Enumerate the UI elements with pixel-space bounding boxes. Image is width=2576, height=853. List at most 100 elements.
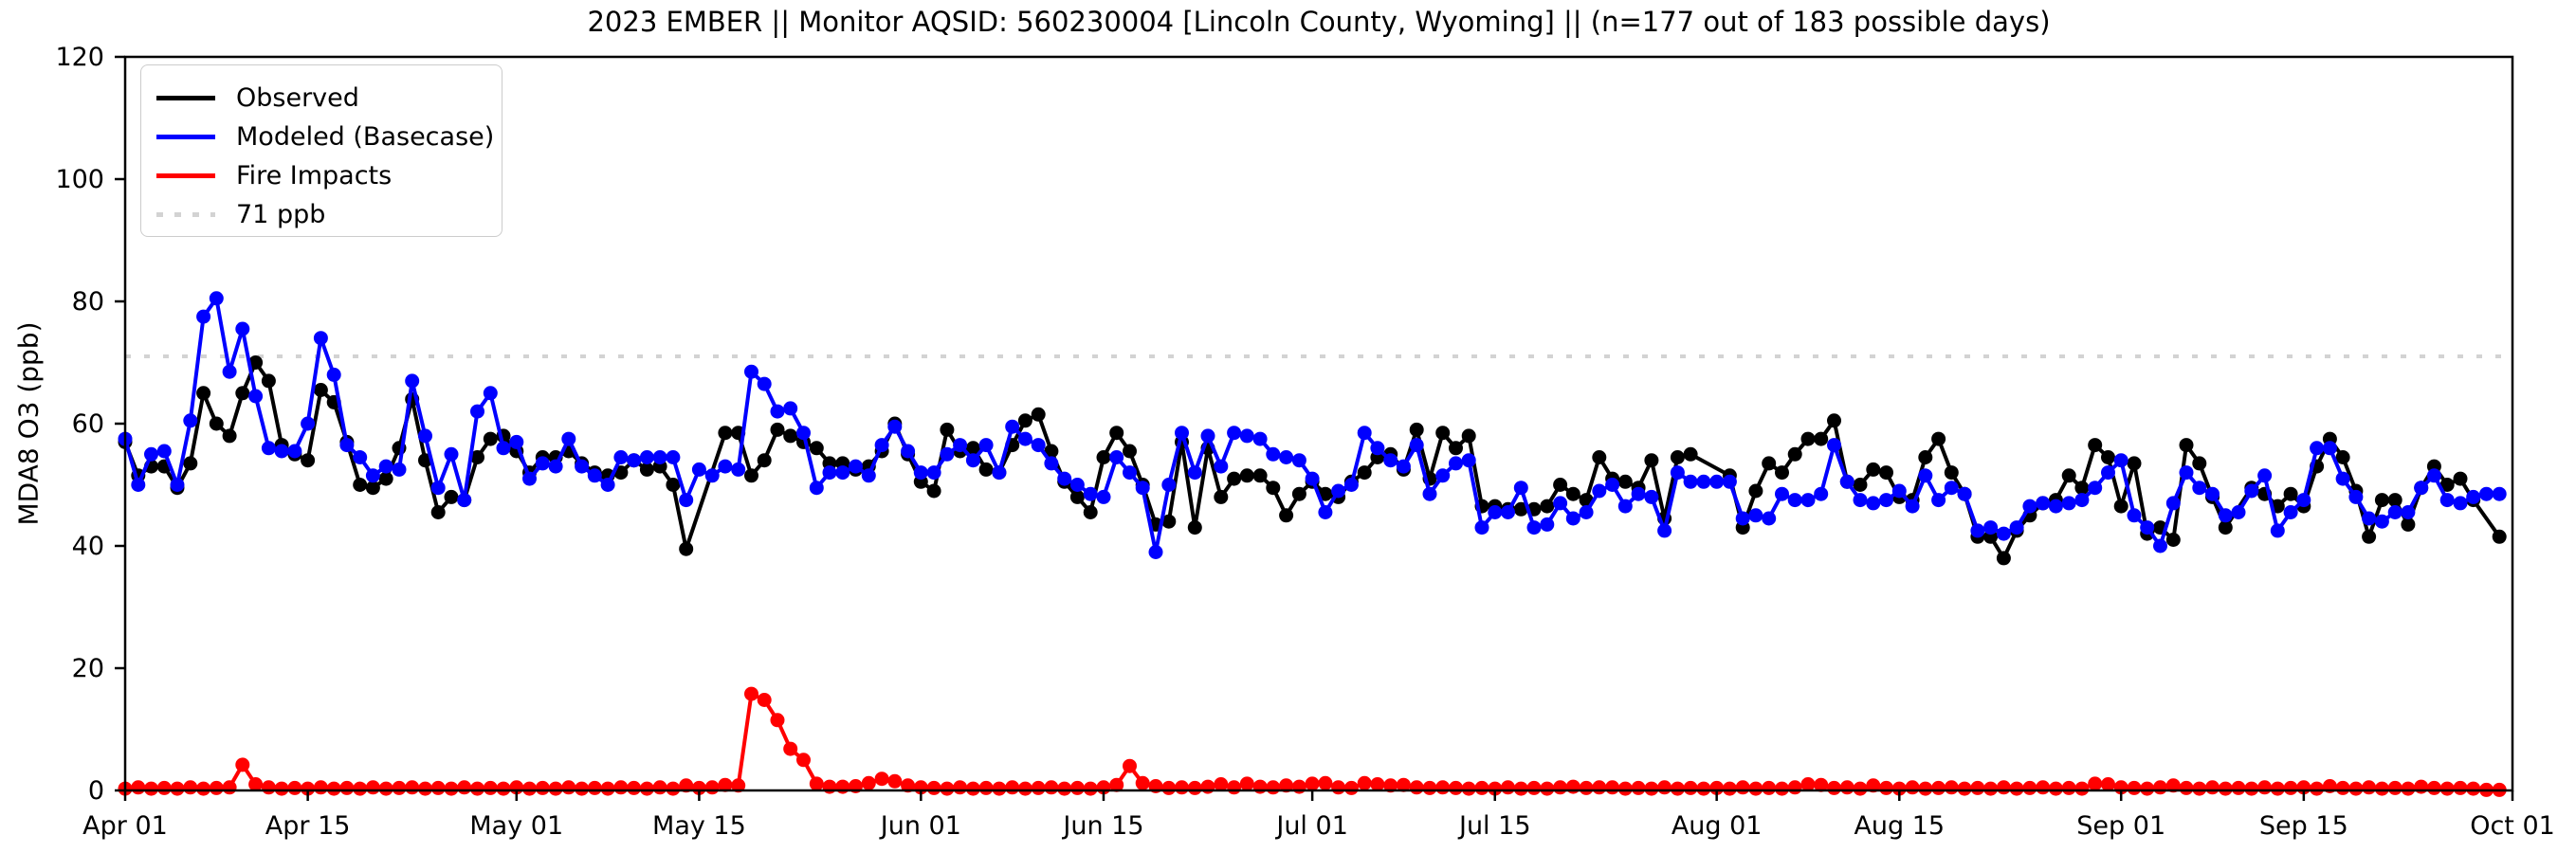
data-point xyxy=(2439,493,2455,508)
data-point xyxy=(1187,520,1202,535)
y-tick-label: 80 xyxy=(72,287,104,317)
data-point xyxy=(2362,780,2377,795)
data-point xyxy=(1775,465,1789,481)
data-point xyxy=(2362,529,2377,544)
data-point xyxy=(2022,499,2037,514)
data-point xyxy=(1057,471,1072,486)
data-point xyxy=(1762,780,1777,795)
data-point xyxy=(1266,780,1281,795)
data-point xyxy=(1474,780,1489,795)
data-point xyxy=(704,468,720,483)
data-point xyxy=(1670,781,1685,796)
data-point xyxy=(287,444,302,459)
data-point xyxy=(1891,483,1907,499)
data-point xyxy=(2322,441,2337,456)
data-point xyxy=(809,776,824,791)
data-point xyxy=(575,781,590,796)
data-point xyxy=(2192,481,2207,496)
data-point xyxy=(2270,523,2285,538)
data-point xyxy=(1435,426,1451,441)
data-point xyxy=(2165,533,2181,547)
data-point xyxy=(353,478,368,492)
data-point xyxy=(1031,438,1046,453)
data-point xyxy=(2061,496,2076,511)
data-point xyxy=(1631,780,1646,795)
data-point xyxy=(496,441,511,456)
data-point xyxy=(2426,468,2441,483)
data-point xyxy=(156,444,172,459)
data-point xyxy=(1252,431,1268,446)
x-tick-label: Aug 15 xyxy=(1854,811,1945,841)
data-point xyxy=(1670,465,1685,481)
data-point xyxy=(1592,780,1607,795)
data-point xyxy=(248,355,264,370)
data-point xyxy=(313,331,328,346)
y-tick-label: 60 xyxy=(72,409,104,439)
x-tick-label: Jun 01 xyxy=(879,811,961,841)
data-point xyxy=(1644,489,1659,504)
data-point xyxy=(1800,493,1816,508)
data-point xyxy=(1488,505,1503,519)
data-point xyxy=(1239,776,1254,791)
data-point xyxy=(2036,496,2051,511)
data-point xyxy=(2401,517,2416,532)
data-point xyxy=(326,367,341,382)
x-tick-label: Oct 01 xyxy=(2470,811,2555,841)
data-point xyxy=(1565,511,1580,526)
data-point xyxy=(1631,486,1646,501)
data-point xyxy=(757,453,772,468)
data-point xyxy=(365,780,380,795)
data-point xyxy=(548,781,563,796)
data-point xyxy=(405,373,420,389)
data-point xyxy=(796,753,811,768)
data-point xyxy=(1057,781,1072,796)
data-point xyxy=(2088,776,2103,791)
data-point xyxy=(1449,441,1463,456)
data-point xyxy=(457,780,472,795)
data-point xyxy=(1762,511,1777,526)
data-point xyxy=(1814,486,1829,501)
data-point xyxy=(2061,780,2076,795)
data-point xyxy=(1279,450,1294,464)
data-point xyxy=(2244,781,2259,796)
data-point xyxy=(1853,781,1868,796)
data-point xyxy=(2231,505,2246,519)
data-point xyxy=(1827,780,1841,795)
data-point xyxy=(2374,493,2389,508)
data-point xyxy=(1735,511,1750,526)
y-tick-label: 0 xyxy=(88,776,104,806)
data-point xyxy=(2374,514,2389,529)
data-point xyxy=(666,781,681,796)
legend-box: Observed Modeled (Basecase) Fire Impacts… xyxy=(140,64,502,237)
data-point xyxy=(1449,780,1463,795)
data-point xyxy=(1044,780,1059,795)
data-point xyxy=(613,450,629,464)
data-point xyxy=(926,780,941,795)
data-point xyxy=(365,481,380,496)
data-point xyxy=(2140,781,2155,796)
data-point xyxy=(822,465,837,481)
data-point xyxy=(1827,413,1841,428)
legend-sample-threshold xyxy=(156,212,215,217)
data-point xyxy=(1879,780,1893,795)
data-point xyxy=(718,426,733,441)
data-point xyxy=(1592,483,1607,499)
data-point xyxy=(418,428,432,444)
data-point xyxy=(1748,483,1763,499)
data-point xyxy=(1083,486,1098,501)
data-point xyxy=(1291,486,1306,501)
data-point xyxy=(2048,499,2063,514)
data-point xyxy=(313,780,328,795)
data-point xyxy=(1370,777,1385,791)
data-point xyxy=(600,478,615,492)
data-point xyxy=(718,777,733,792)
data-point xyxy=(1657,780,1672,795)
data-point xyxy=(1096,450,1111,464)
data-point xyxy=(1918,468,1933,483)
data-point xyxy=(2061,468,2076,483)
data-point xyxy=(2387,493,2402,508)
data-point xyxy=(2310,441,2325,456)
data-point xyxy=(2335,450,2350,464)
data-point xyxy=(1069,780,1085,795)
data-point xyxy=(483,780,498,795)
